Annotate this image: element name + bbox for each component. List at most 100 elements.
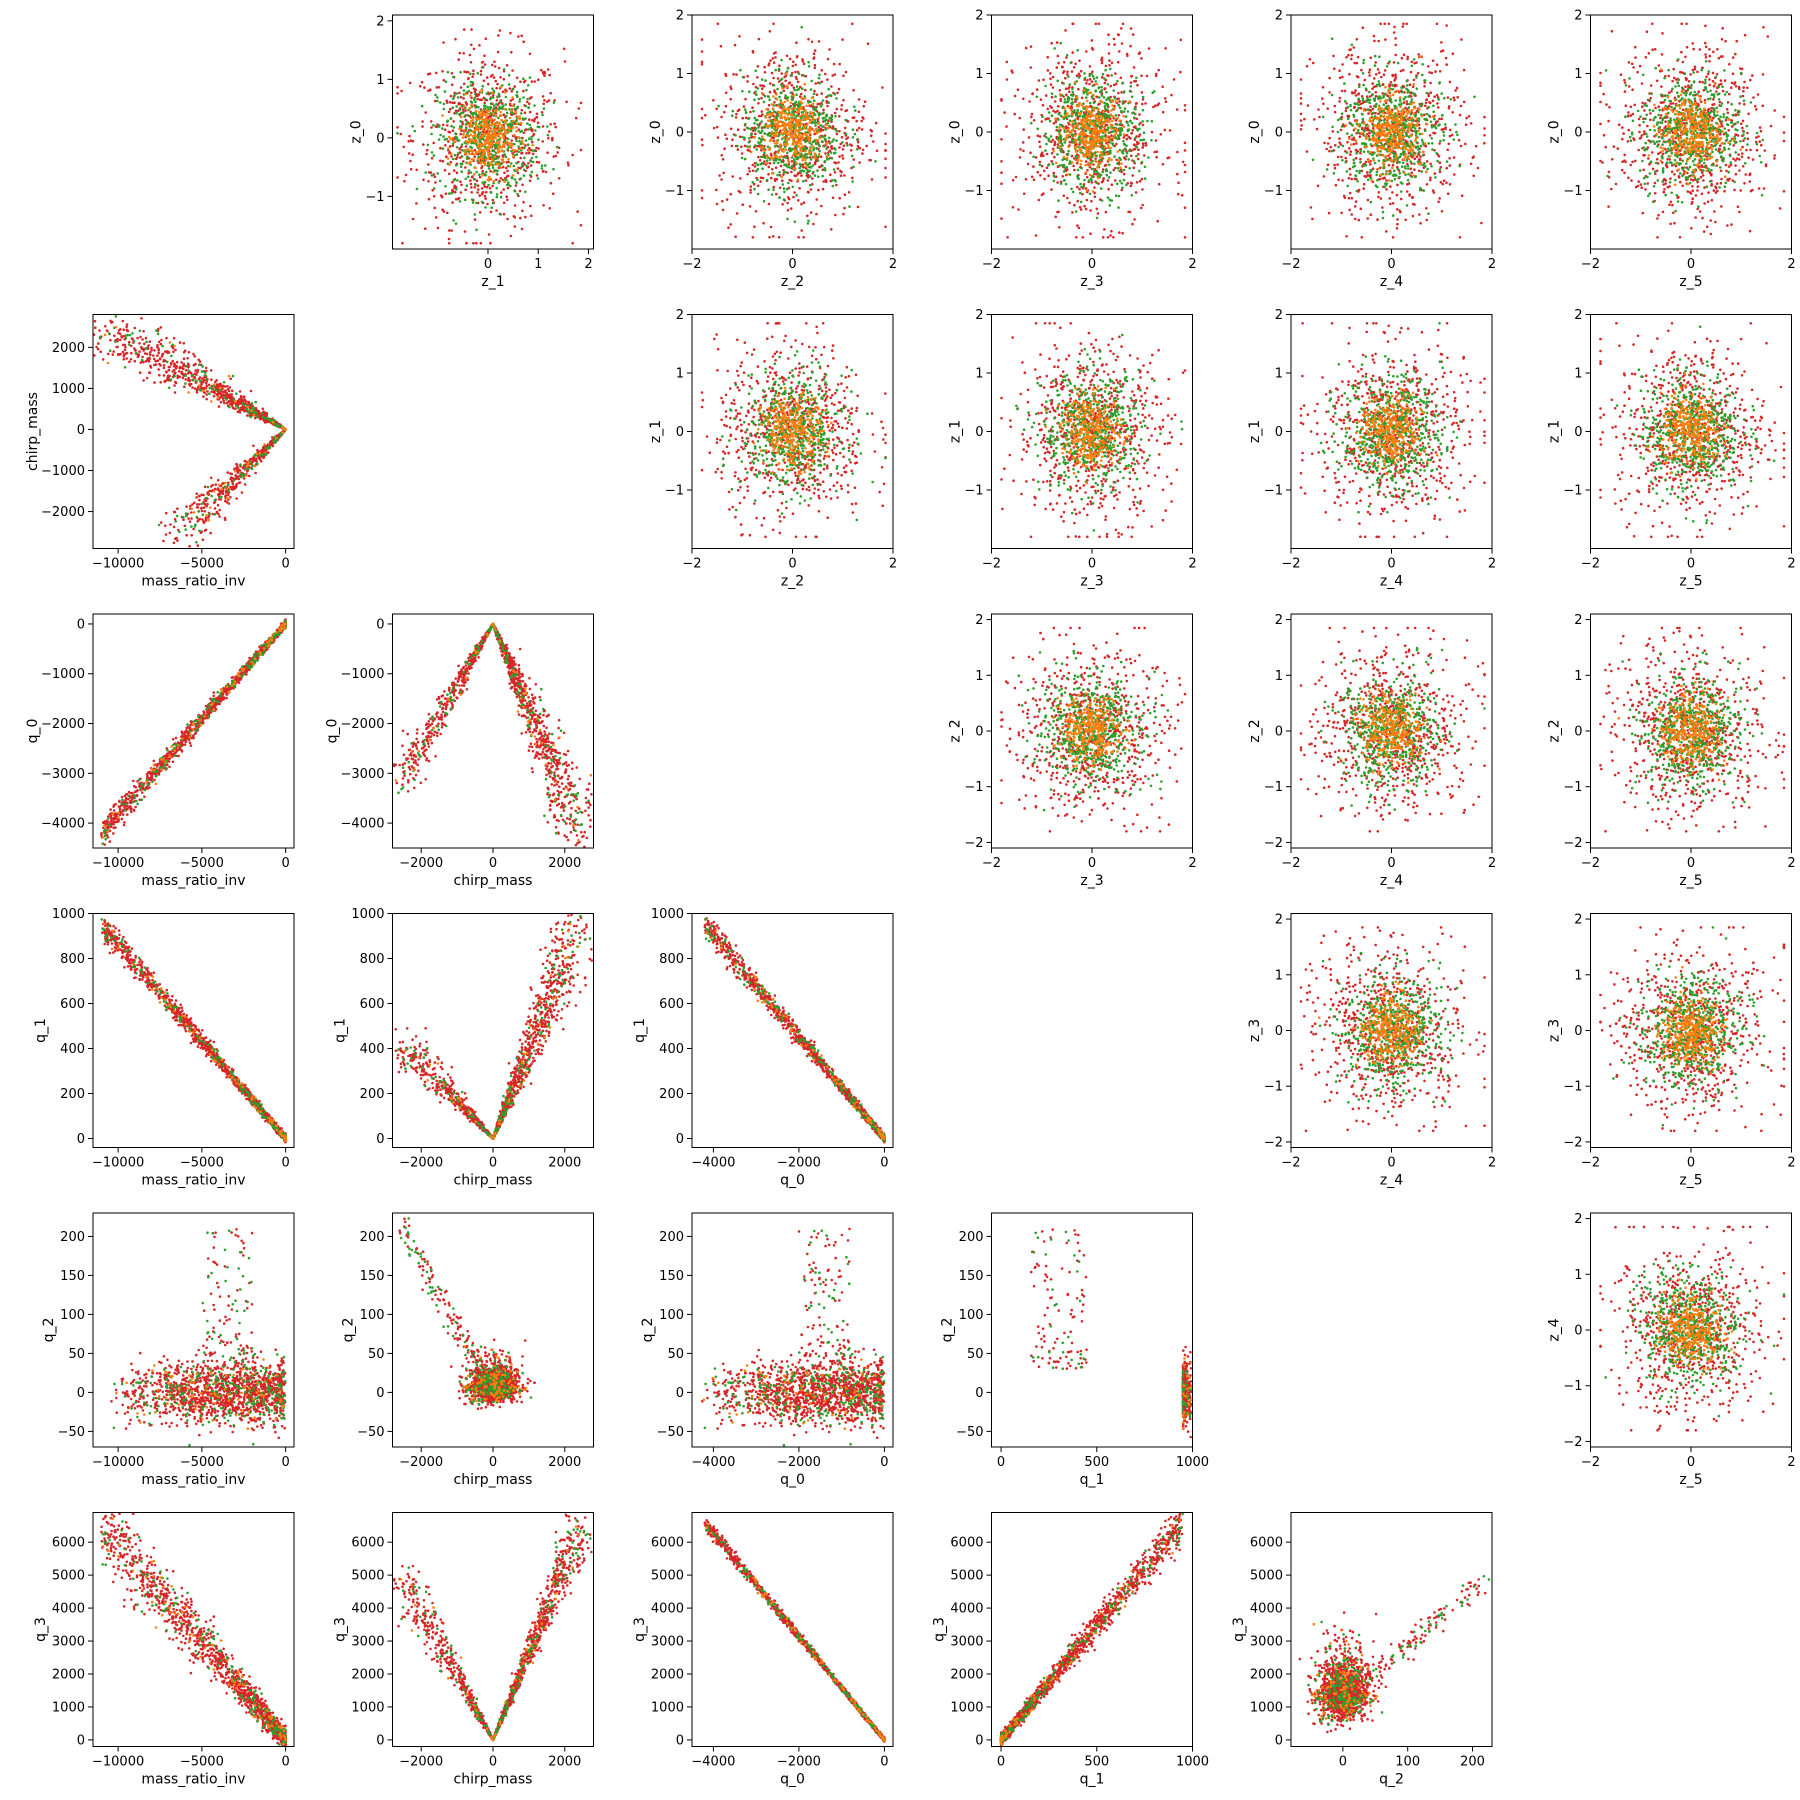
data-point (524, 216, 527, 219)
data-point (456, 179, 459, 182)
data-point (543, 107, 546, 110)
data-point (473, 186, 476, 189)
data-point (529, 179, 532, 182)
data-point (520, 34, 523, 37)
data-point (503, 172, 506, 175)
data-point (549, 92, 552, 95)
data-point (531, 80, 534, 83)
data-point (421, 81, 424, 84)
data-point (502, 188, 505, 191)
data-point (455, 92, 458, 95)
data-point (563, 48, 566, 51)
data-point (537, 79, 540, 82)
data-point (491, 185, 494, 188)
data-point (491, 64, 494, 67)
data-point (415, 169, 418, 172)
data-point (400, 90, 403, 93)
data-point (530, 164, 533, 167)
data-point (464, 166, 467, 169)
data-point (580, 102, 583, 105)
data-point (564, 60, 567, 63)
data-point (542, 125, 545, 128)
data-point (444, 185, 447, 188)
data-point (493, 76, 496, 79)
data-point (485, 191, 488, 194)
data-point (476, 98, 479, 101)
data-point (528, 152, 531, 155)
data-point (553, 99, 556, 102)
data-point (542, 103, 545, 106)
data-point (444, 169, 447, 172)
data-point (479, 98, 482, 101)
data-point (548, 130, 551, 133)
data-point (439, 147, 442, 150)
data-point (506, 218, 509, 221)
data-point (439, 180, 442, 183)
data-point (424, 227, 427, 230)
data-point (521, 184, 524, 187)
data-point (437, 227, 440, 230)
data-point (483, 54, 486, 57)
data-point (460, 86, 463, 89)
data-point (489, 187, 492, 190)
data-point (571, 242, 574, 245)
data-point (521, 109, 524, 112)
data-point (436, 86, 439, 89)
data-point (451, 189, 454, 192)
data-point (433, 154, 436, 157)
data-point (520, 149, 523, 152)
data-point (463, 70, 466, 73)
data-point (409, 160, 412, 163)
data-point (558, 177, 561, 180)
data-point (514, 190, 517, 193)
data-point (486, 76, 489, 79)
data-point (484, 185, 487, 188)
data-point (421, 125, 424, 128)
data-point (505, 156, 508, 159)
data-point (412, 218, 415, 221)
data-point (498, 93, 501, 96)
data-point (456, 171, 459, 174)
data-point (470, 97, 473, 100)
data-point (519, 217, 522, 220)
data-point (433, 195, 436, 198)
data-point (481, 187, 484, 190)
data-point (496, 193, 499, 196)
data-point (438, 138, 441, 141)
data-point (430, 171, 433, 174)
data-point (450, 95, 453, 98)
data-point (555, 155, 558, 158)
data-point (537, 121, 540, 124)
data-point (446, 212, 449, 215)
data-point (532, 153, 535, 156)
data-point (451, 72, 454, 75)
data-point (514, 225, 517, 228)
data-point (526, 122, 529, 125)
data-point (507, 187, 510, 190)
data-point (477, 188, 480, 191)
data-point (511, 69, 514, 72)
data-point (525, 165, 528, 168)
data-point (472, 242, 475, 245)
data-point (396, 176, 399, 179)
data-point (449, 108, 452, 111)
data-point (521, 210, 524, 213)
data-point (510, 139, 513, 142)
data-point (553, 122, 556, 125)
data-point (455, 110, 458, 113)
data-point (516, 193, 519, 196)
data-point (536, 113, 539, 116)
data-point (484, 195, 487, 198)
data-point (533, 104, 536, 107)
data-point (471, 76, 474, 79)
data-point (434, 181, 437, 184)
data-point (484, 174, 487, 177)
data-point (524, 144, 527, 147)
data-point (521, 152, 524, 155)
data-point (509, 32, 512, 35)
data-point (445, 99, 448, 102)
data-point (477, 184, 480, 187)
data-point (485, 37, 488, 40)
data-point (505, 195, 508, 198)
data-point (396, 126, 399, 129)
